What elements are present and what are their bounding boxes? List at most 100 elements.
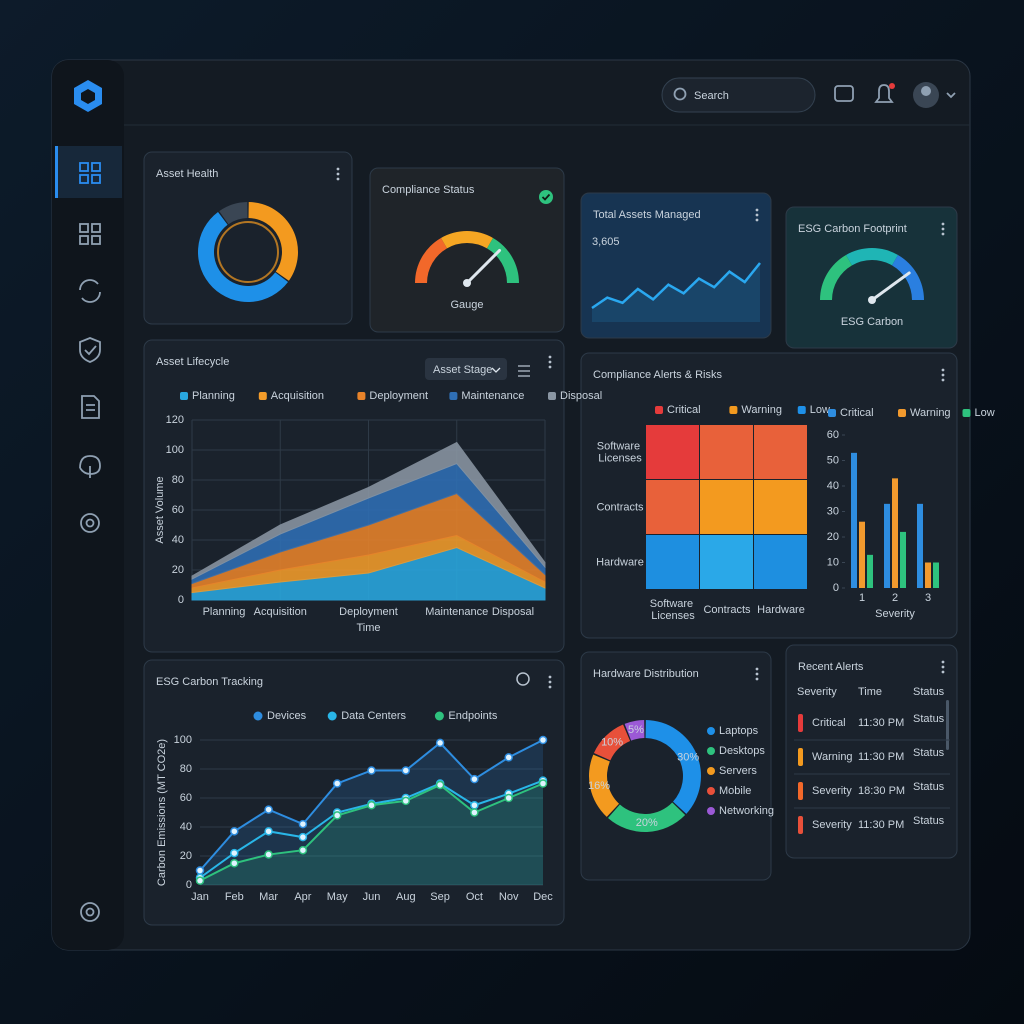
gauge-hub — [868, 296, 876, 304]
legend-swatch — [797, 406, 806, 414]
logo — [74, 80, 102, 112]
menu-dot[interactable] — [941, 378, 945, 382]
gauge-band — [892, 254, 924, 300]
gauge-hub — [463, 279, 471, 287]
menu-dot[interactable] — [755, 218, 759, 222]
legend-swatch — [434, 711, 444, 721]
menu-dot[interactable] — [941, 665, 945, 669]
card-title: Recent Alerts — [798, 661, 864, 673]
control-dropdown[interactable] — [425, 358, 507, 380]
menu-dot[interactable] — [941, 227, 945, 231]
menu-dot[interactable] — [941, 660, 945, 664]
nav-dashboard[interactable] — [79, 162, 101, 184]
table-cell: Severity — [812, 819, 852, 831]
y-tick-label: 100 — [174, 734, 192, 746]
heatmap-row-label: Contracts — [596, 501, 644, 513]
legend-label: Disposal — [560, 390, 602, 402]
gauge-label: ESG Carbon — [841, 316, 903, 328]
heatmap-row-label: Hardware — [596, 556, 644, 568]
menu-dot[interactable] — [941, 368, 945, 372]
x-axis-label: Time — [356, 622, 380, 634]
nav-icon — [79, 162, 89, 172]
menu-dot[interactable] — [941, 232, 945, 236]
legend-swatch — [729, 406, 738, 414]
menu-dot[interactable] — [755, 677, 759, 681]
menu-dot[interactable] — [548, 355, 552, 359]
menu-dot[interactable] — [755, 672, 759, 676]
bar — [925, 562, 931, 588]
menu-dot[interactable] — [941, 222, 945, 226]
status-link: Status — [913, 713, 945, 725]
nav-esg[interactable] — [79, 455, 101, 478]
status-ok-icon — [539, 190, 553, 204]
menu-dot[interactable] — [336, 177, 340, 181]
severity-indicator — [798, 714, 803, 732]
legend-swatch — [327, 711, 337, 721]
card-title: Compliance Alerts & Risks — [593, 369, 722, 381]
menu-dot[interactable] — [548, 365, 552, 369]
y-tick-label: 20 — [180, 850, 192, 862]
menu-dot[interactable] — [941, 670, 945, 674]
menu-dot[interactable] — [941, 373, 945, 377]
menu-dot[interactable] — [548, 675, 552, 679]
table-cell: Critical — [812, 717, 846, 729]
logo-cut — [81, 89, 95, 104]
nav-reports[interactable] — [81, 395, 100, 419]
menu-dot[interactable] — [548, 685, 552, 689]
line-point — [470, 808, 479, 817]
legend-label: Low — [810, 404, 830, 416]
y-tick-label: 20 — [827, 531, 839, 543]
card — [785, 644, 958, 859]
nav-sync[interactable] — [79, 279, 101, 303]
line-point — [230, 827, 239, 836]
notifications-button[interactable] — [874, 83, 895, 103]
legend-swatch — [828, 409, 836, 417]
legend-swatch — [707, 767, 715, 775]
heatmap-cell — [700, 425, 753, 479]
settings-icon[interactable] — [516, 672, 530, 686]
messages-button[interactable] — [834, 85, 854, 102]
line-point — [195, 866, 205, 875]
line-point — [298, 819, 308, 829]
menu-dot[interactable] — [755, 213, 759, 217]
card-title: Total Assets Managed — [593, 209, 701, 221]
legend-swatch — [357, 392, 366, 400]
x-tick-label: Planning — [203, 606, 246, 618]
x-tick-label: 2 — [892, 592, 898, 604]
severity-indicator — [798, 748, 803, 766]
menu-dot[interactable] — [755, 208, 759, 212]
menu-dot[interactable] — [548, 360, 552, 364]
nav-icon — [79, 279, 101, 303]
line-point — [401, 766, 411, 775]
legend-label: Deployment — [369, 390, 428, 402]
donut-value-label: 30% — [677, 751, 699, 763]
legend-label: Networking — [719, 805, 774, 817]
severity-indicator — [798, 816, 803, 834]
nav-icon — [91, 162, 101, 172]
legend-label: Endpoints — [448, 710, 497, 722]
nav-apps[interactable] — [79, 223, 101, 245]
x-tick-label: May — [327, 891, 348, 903]
menu-dot[interactable] — [336, 167, 340, 171]
legend-label: Laptops — [719, 725, 759, 737]
x-tick-label: Dec — [533, 891, 553, 903]
donut-segment — [645, 720, 701, 814]
nav-settings-bottom[interactable] — [80, 902, 100, 922]
menu-dot[interactable] — [336, 172, 340, 176]
card-title: Asset Lifecycle — [156, 356, 229, 368]
x-tick-label: Acquisition — [254, 606, 307, 618]
profile-button[interactable] — [913, 82, 956, 108]
card-title: ESG Carbon Tracking — [156, 676, 263, 688]
nav-icon — [80, 902, 100, 922]
nav-security[interactable] — [79, 337, 101, 363]
legend-swatch — [548, 392, 556, 400]
y-tick-label: 10 — [827, 556, 839, 568]
nav-settings[interactable] — [80, 513, 100, 533]
menu-dot[interactable] — [548, 680, 552, 684]
y-tick-label: 60 — [827, 429, 839, 441]
line-point — [230, 848, 239, 858]
menu-dot[interactable] — [755, 667, 759, 671]
y-tick-label: 0 — [178, 594, 184, 606]
search-box[interactable]: Search — [661, 77, 816, 113]
